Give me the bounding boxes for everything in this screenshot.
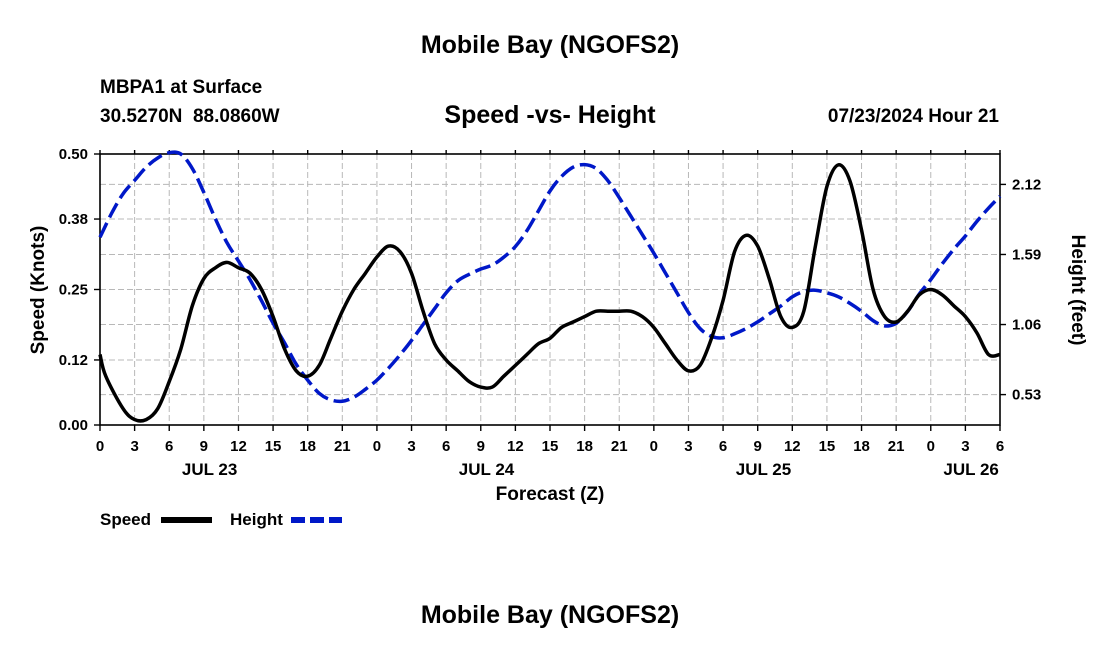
date-label: JUL 23 xyxy=(182,460,237,479)
y-tick-label: 0.25 xyxy=(59,282,88,299)
grid-layer xyxy=(99,153,1001,426)
y-tick-label: 0.00 xyxy=(59,417,88,434)
x-tick-label: 3 xyxy=(961,438,969,455)
y-tick-label: 0.50 xyxy=(59,146,88,163)
x-tick-label: 9 xyxy=(200,438,208,455)
x-tick-label: 0 xyxy=(927,438,935,455)
x-tick-label: 3 xyxy=(684,438,692,455)
x-tick-label: 0 xyxy=(373,438,381,455)
y-tick-label: 0.12 xyxy=(59,352,88,369)
y2-tick-label: 2.12 xyxy=(1012,176,1041,193)
x-tick-label: 18 xyxy=(576,438,593,455)
x-tick-label: 15 xyxy=(265,438,282,455)
y2-axis-label: Height (feet) xyxy=(1067,235,1088,346)
x-tick-label: 3 xyxy=(130,438,138,455)
x-tick-label: 15 xyxy=(819,438,836,455)
x-tick-label: 21 xyxy=(888,438,905,455)
x-tick-label: 6 xyxy=(719,438,727,455)
coordinates-label: 30.5270N 88.0860W xyxy=(100,106,280,127)
series-line-speed xyxy=(98,163,1001,423)
date-label: JUL 25 xyxy=(736,460,791,479)
x-tick-label: 12 xyxy=(507,438,524,455)
legend-label-height: Height xyxy=(230,510,283,529)
y2-tick-label: 0.53 xyxy=(1012,387,1041,404)
y-axis-label: Speed (Knots) xyxy=(28,226,49,355)
station-label: MBPA1 at Surface xyxy=(100,77,263,98)
y-tick-label: 0.38 xyxy=(59,211,88,228)
x-tick-label: 18 xyxy=(853,438,870,455)
date-label: JUL 24 xyxy=(459,460,515,479)
page-title: Mobile Bay (NGOFS2) xyxy=(420,31,680,59)
x-tick-label: 6 xyxy=(442,438,450,455)
date-label: JUL 26 xyxy=(943,460,998,479)
x-tick-label: 12 xyxy=(784,438,801,455)
x-tick-label: 9 xyxy=(754,438,762,455)
x-tick-label: 3 xyxy=(407,438,415,455)
y2-tick-label: 1.06 xyxy=(1012,317,1041,334)
x-tick-label: 18 xyxy=(299,438,316,455)
chart-subtitle: Speed -vs- Height xyxy=(444,101,656,129)
x-tick-label: 6 xyxy=(165,438,173,455)
legend: Speed Height xyxy=(100,510,342,529)
x-tick-label: 6 xyxy=(996,438,1004,455)
axes-layer: 0 3 6 9 12 15 18 21 0 3 6 9 12 15 18 21 0 3 6 9 12 15 18 21 0 3 6J… xyxy=(59,146,1041,479)
x-tick-label: 15 xyxy=(542,438,559,455)
x-tick-label: 0 xyxy=(96,438,104,455)
x-tick-label: 21 xyxy=(611,438,628,455)
x-tick-label: 0 xyxy=(650,438,658,455)
x-tick-label: 21 xyxy=(334,438,351,455)
forecast-datetime: 07/23/2024 Hour 21 xyxy=(827,106,999,127)
series-line-height xyxy=(98,150,1002,404)
x-tick-label: 12 xyxy=(230,438,247,455)
series-layer xyxy=(98,150,1002,423)
x-tick-label: 9 xyxy=(477,438,485,455)
x-axis-label: Forecast (Z) xyxy=(496,484,605,505)
legend-label-speed: Speed xyxy=(100,510,151,529)
footer-title: Mobile Bay (NGOFS2) xyxy=(420,601,680,629)
y2-tick-label: 1.59 xyxy=(1012,246,1041,263)
